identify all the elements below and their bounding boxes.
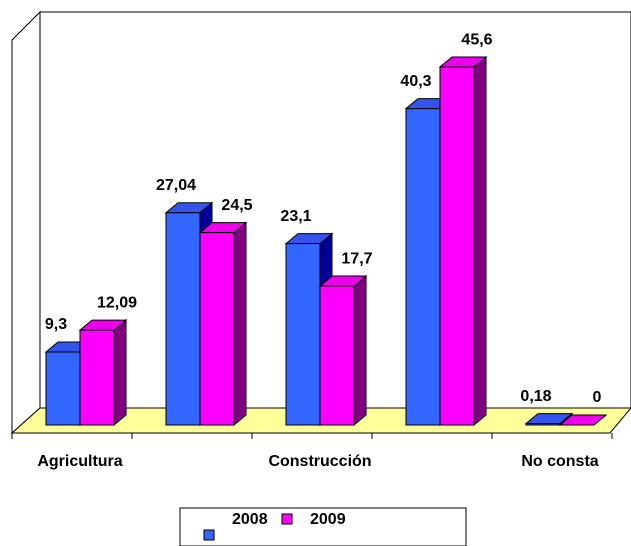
bar — [198, 221, 248, 427]
bar-face — [405, 108, 441, 426]
value-label: 9,3 — [45, 316, 67, 333]
legend-label: 2009 — [310, 511, 346, 528]
value-label: 23,1 — [280, 208, 311, 225]
bar-face — [319, 285, 355, 426]
bar-face — [353, 274, 367, 427]
bar — [438, 55, 488, 427]
value-label: 12,09 — [97, 294, 137, 311]
value-label: 0 — [593, 389, 602, 406]
bar-face — [233, 221, 247, 427]
bar-face — [45, 351, 81, 426]
bar — [78, 319, 128, 427]
legend-swatch — [203, 529, 215, 541]
bar-face — [165, 212, 201, 426]
x-tick-label: Construcción — [268, 453, 371, 470]
bar-face — [525, 423, 561, 426]
bar-face — [79, 329, 115, 426]
legend-label: 2008 — [232, 511, 268, 528]
value-label: 40,3 — [400, 73, 431, 90]
bar — [318, 274, 368, 427]
legend-box — [179, 507, 467, 546]
bar-face — [285, 243, 321, 426]
bar-face — [113, 319, 127, 427]
legend-swatch — [281, 513, 293, 525]
value-label: 24,5 — [221, 197, 252, 214]
bar-face — [473, 55, 487, 427]
bar-face — [439, 66, 475, 426]
value-label: 17,7 — [341, 250, 372, 267]
bar — [558, 414, 608, 426]
value-label: 27,04 — [156, 177, 196, 194]
bar-face — [199, 232, 235, 426]
value-label: 45,6 — [461, 31, 492, 48]
value-label: 0,18 — [520, 388, 551, 405]
x-tick-label: No consta — [521, 453, 598, 470]
x-tick-label: Agricultura — [37, 453, 122, 470]
side-wall — [11, 10, 41, 435]
